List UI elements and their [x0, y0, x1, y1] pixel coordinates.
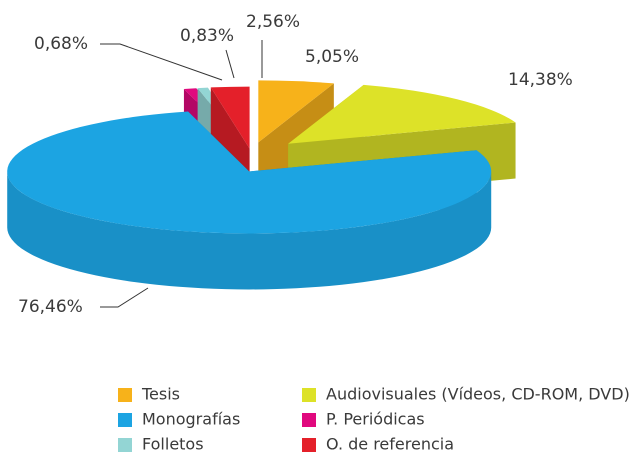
legend-swatch — [118, 438, 132, 452]
leader-line — [225, 49, 235, 79]
legend-label: P. Periódicas — [326, 410, 425, 429]
legend-label: Monografías — [142, 410, 240, 429]
slice-top — [288, 84, 516, 144]
slice-side — [7, 171, 492, 290]
slice-top — [258, 80, 334, 143]
value-label: 0,83% — [180, 26, 234, 46]
value-label: 76,46% — [18, 297, 83, 317]
leader-line — [100, 43, 223, 81]
slice-top — [7, 111, 492, 234]
value-label: 5,05% — [305, 47, 359, 67]
legend-swatch — [118, 413, 132, 427]
slice-top — [210, 86, 250, 149]
legend-swatch — [302, 388, 316, 402]
legend-swatch — [118, 388, 132, 402]
legend-swatch — [302, 438, 316, 452]
legend-label: Folletos — [142, 435, 204, 454]
value-label: 14,38% — [508, 70, 573, 90]
legend-label: Tesis — [141, 385, 180, 404]
value-label: 2,56% — [246, 12, 300, 32]
legend-swatch — [302, 413, 316, 427]
legend-label: Audiovisuales (Vídeos, CD-ROM, DVD) — [326, 385, 630, 404]
leader-line — [100, 287, 149, 308]
legend-label: O. de referencia — [326, 435, 454, 454]
value-label: 0,68% — [34, 34, 88, 54]
